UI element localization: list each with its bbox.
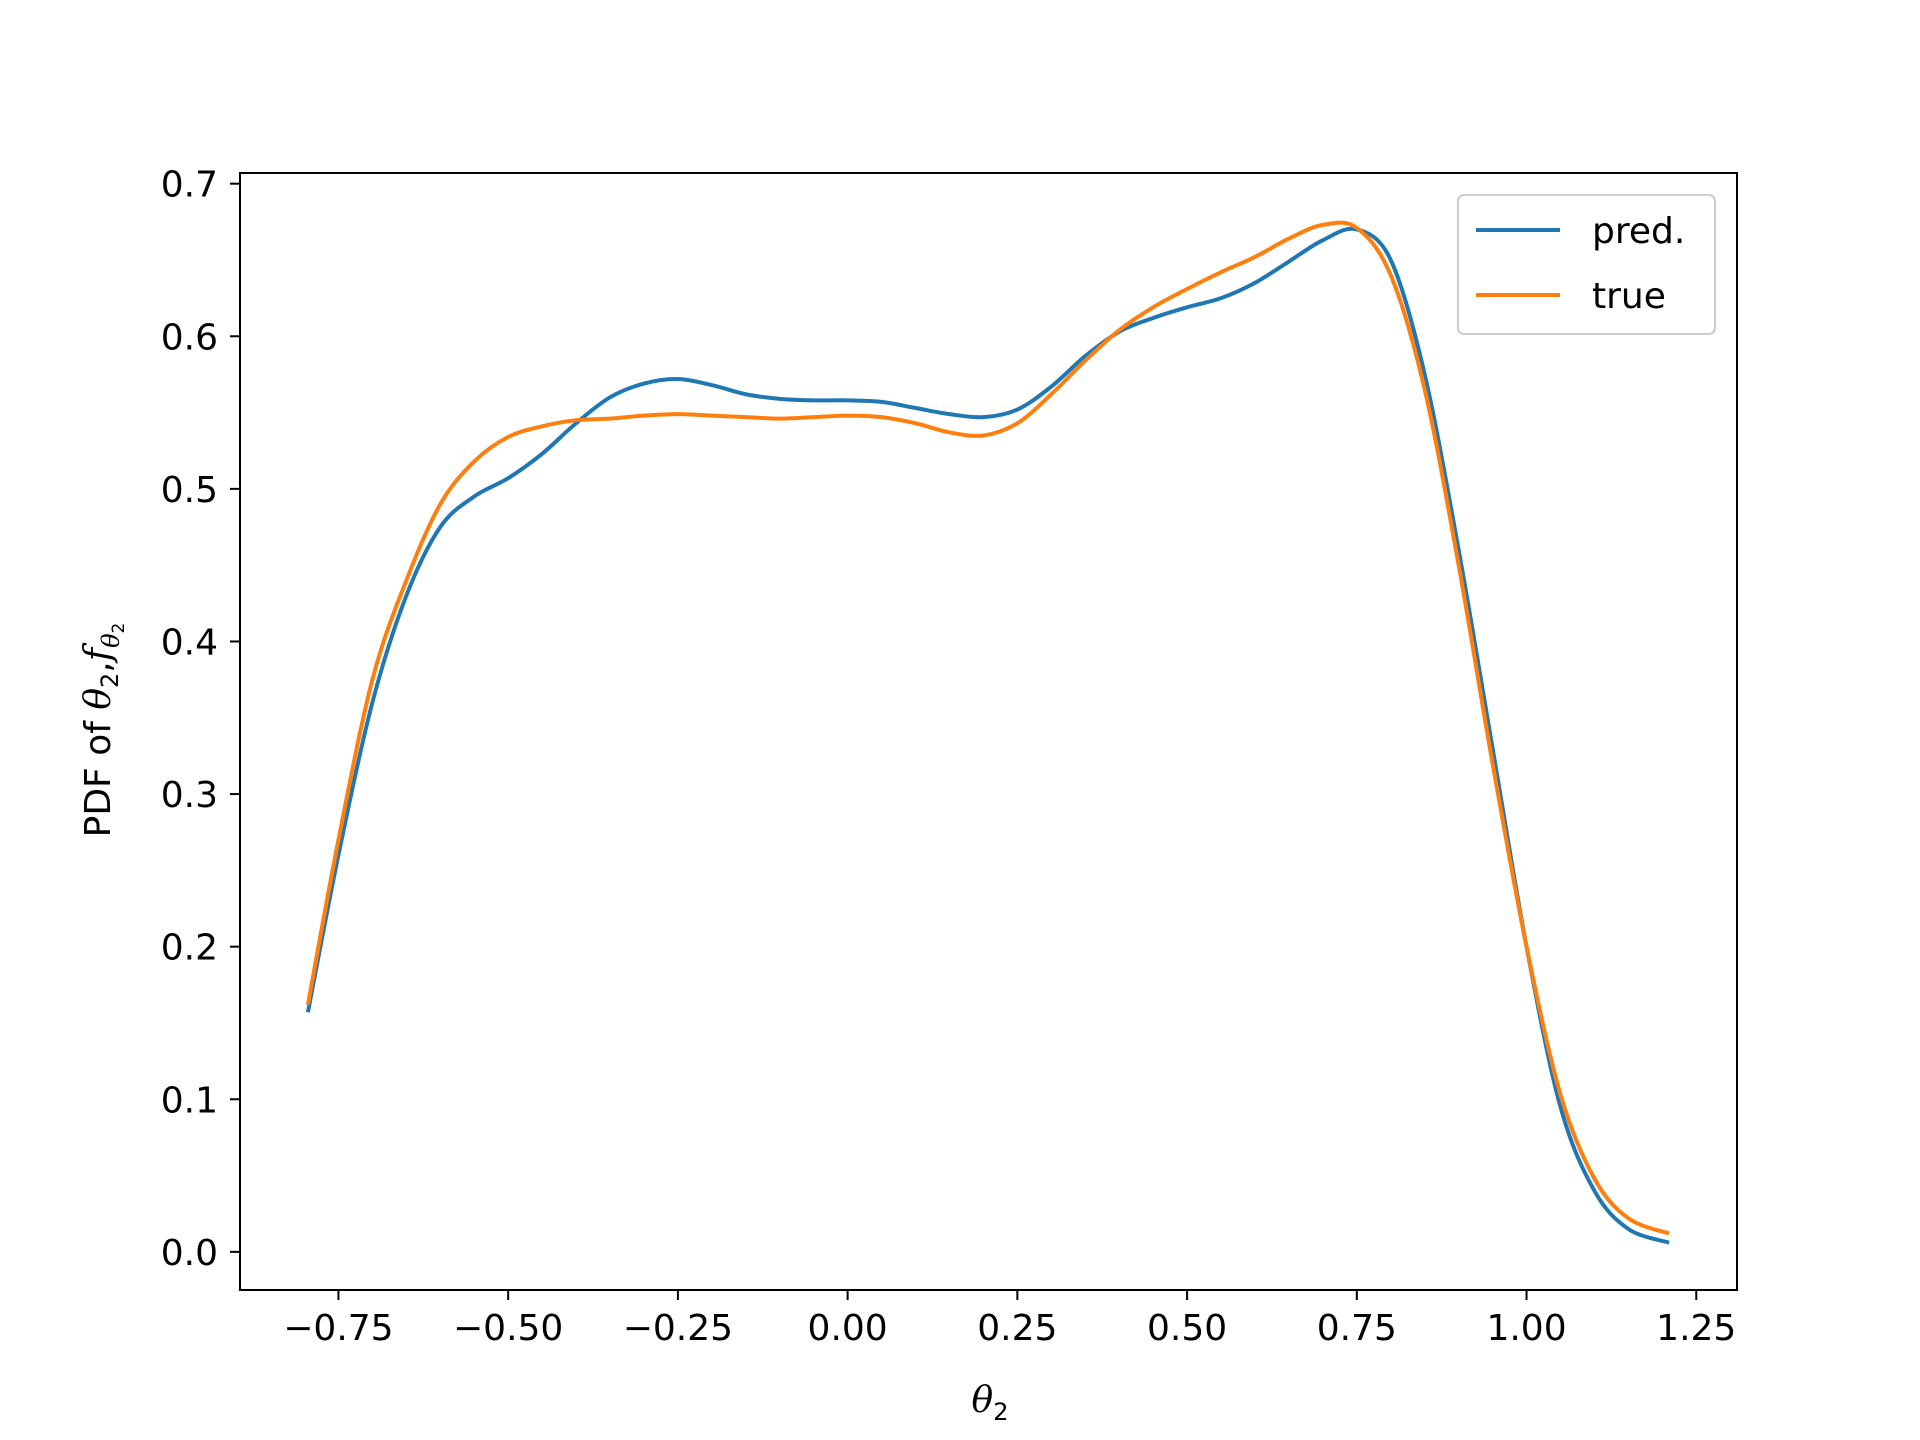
y-tick-label: 0.7: [161, 165, 218, 206]
x-tick-label: 0.25: [977, 1308, 1057, 1349]
y-tick-label: 0.1: [161, 1080, 218, 1121]
x-tick-label: 1.25: [1656, 1308, 1736, 1349]
x-tick-label: 1.00: [1486, 1308, 1566, 1349]
x-ticks: −0.75 −0.50 −0.25 0.00 0.25 0.50 0.75 1.00 1.25: [283, 1290, 1736, 1349]
legend: pred. true: [1457, 194, 1716, 335]
y-tick-label: 0.2: [161, 928, 218, 969]
y-ticks: 0.0 0.1 0.2 0.3 0.4 0.5 0.6 0.7: [161, 165, 240, 1274]
axes-frame: [239, 172, 1738, 1291]
legend-label-pred: pred.: [1592, 211, 1685, 252]
legend-label-true: true: [1592, 276, 1666, 317]
x-tick-label: 0.75: [1317, 1308, 1397, 1349]
x-tick-label: −0.50: [453, 1308, 563, 1349]
y-axis-label: PDF of θ2,fθ2: [78, 623, 129, 838]
series-line-pred: [305, 226, 1670, 1245]
y-tick-label: 0.6: [161, 317, 218, 358]
y-tick-label: 0.0: [161, 1233, 218, 1274]
y-tick-label: 0.4: [161, 622, 218, 663]
x-axis-label: θ2: [972, 1380, 1009, 1426]
x-tick-label: 0.00: [808, 1308, 888, 1349]
y-tick-label: 0.3: [161, 775, 218, 816]
plot-lines: [305, 220, 1670, 1245]
y-tick-label: 0.5: [161, 470, 218, 511]
x-tick-label: −0.75: [283, 1308, 393, 1349]
x-tick-label: −0.25: [623, 1308, 733, 1349]
series-line-true: [305, 220, 1670, 1236]
x-tick-label: 0.50: [1147, 1308, 1227, 1349]
